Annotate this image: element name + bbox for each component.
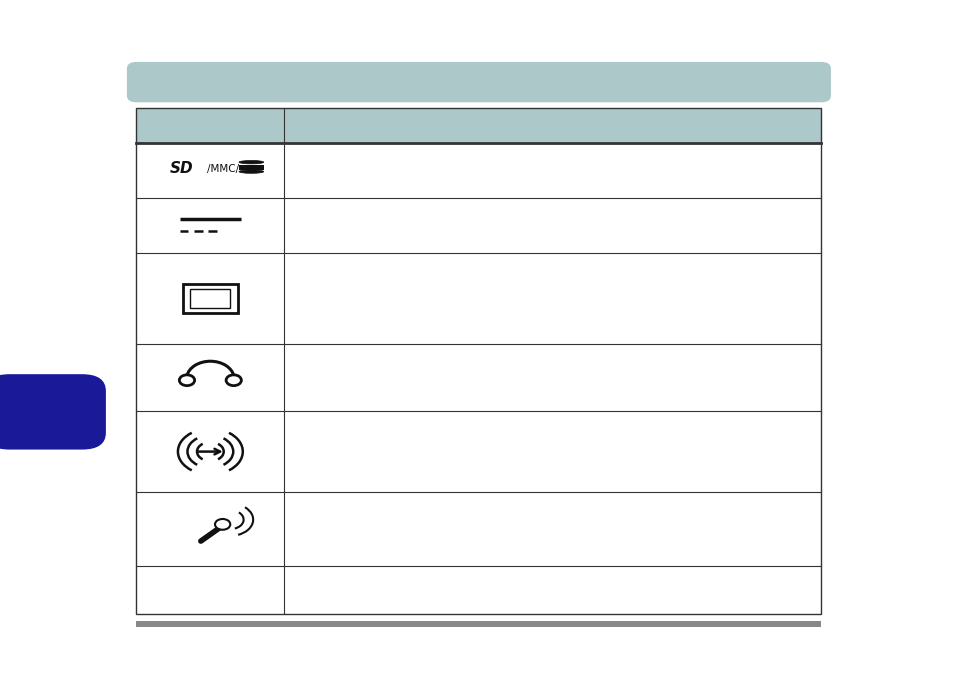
FancyBboxPatch shape: [0, 374, 106, 450]
Bar: [136, 108, 821, 614]
FancyBboxPatch shape: [127, 62, 830, 102]
Circle shape: [179, 375, 194, 386]
Bar: [136, 108, 821, 143]
Bar: [238, 165, 263, 170]
Ellipse shape: [238, 170, 263, 174]
Bar: [136, 621, 821, 627]
Text: /MMC/: /MMC/: [207, 164, 239, 174]
Bar: [182, 284, 237, 312]
Text: SD: SD: [170, 162, 193, 176]
Circle shape: [226, 375, 241, 386]
Bar: [190, 289, 230, 308]
Ellipse shape: [238, 161, 263, 164]
Circle shape: [214, 519, 230, 530]
